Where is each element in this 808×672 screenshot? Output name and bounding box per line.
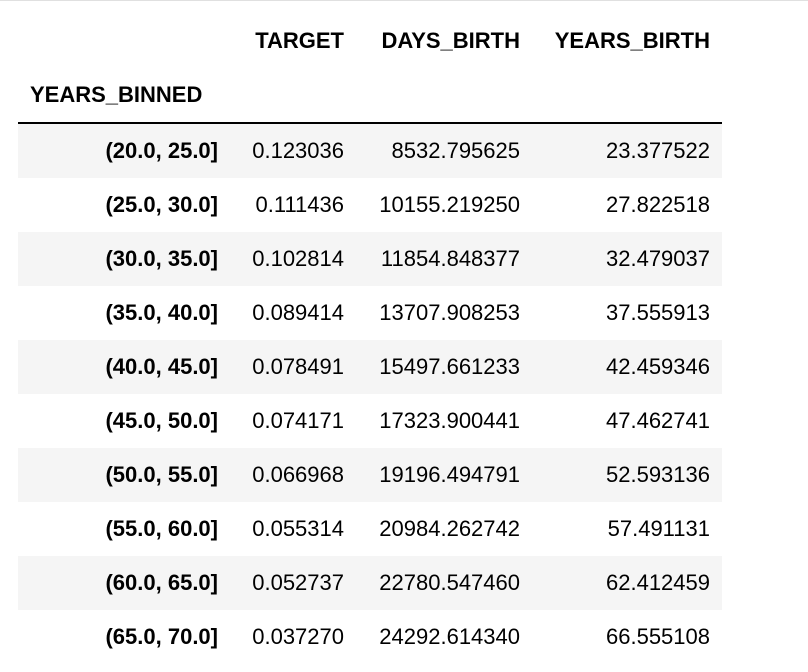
- index-name-blank-cell: [532, 68, 722, 123]
- cell-top-border: [0, 0, 808, 1]
- index-name-blank-cell: [230, 68, 356, 123]
- table-row: (35.0, 40.0] 0.089414 13707.908253 37.55…: [18, 286, 722, 340]
- cell-years-birth: 52.593136: [606, 462, 710, 487]
- cell-target: 0.066968: [252, 462, 344, 487]
- row-index-label: (20.0, 25.0]: [105, 138, 218, 163]
- cell-days-birth: 22780.547460: [379, 570, 520, 595]
- table-row: (55.0, 60.0] 0.055314 20984.262742 57.49…: [18, 502, 722, 556]
- column-header-blank: [18, 14, 230, 68]
- cell-target: 0.078491: [252, 354, 344, 379]
- index-name-header: YEARS_BINNED: [30, 82, 203, 107]
- cell-years-birth: 32.479037: [606, 246, 710, 271]
- table-row: (60.0, 65.0] 0.052737 22780.547460 62.41…: [18, 556, 722, 610]
- table-row: (45.0, 50.0] 0.074171 17323.900441 47.46…: [18, 394, 722, 448]
- row-index-label: (35.0, 40.0]: [105, 300, 218, 325]
- cell-days-birth: 11854.848377: [380, 246, 520, 271]
- cell-years-birth: 66.555108: [606, 624, 710, 649]
- table-body: (20.0, 25.0] 0.123036 8532.795625 23.377…: [18, 123, 722, 664]
- cell-target: 0.089414: [252, 300, 344, 325]
- row-index-label: (60.0, 65.0]: [105, 570, 218, 595]
- cell-days-birth: 13707.908253: [379, 300, 520, 325]
- cell-target: 0.055314: [252, 516, 344, 541]
- cell-target: 0.102814: [252, 246, 344, 271]
- cell-days-birth: 24292.614340: [379, 624, 520, 649]
- row-index-label: (65.0, 70.0]: [105, 624, 218, 649]
- cell-days-birth: 15497.661233: [379, 354, 520, 379]
- row-index-label: (40.0, 45.0]: [105, 354, 218, 379]
- cell-years-birth: 42.459346: [606, 354, 710, 379]
- cell-years-birth: 47.462741: [606, 408, 710, 433]
- index-name-row: YEARS_BINNED: [18, 68, 722, 123]
- cell-days-birth: 19196.494791: [379, 462, 520, 487]
- table-row: (20.0, 25.0] 0.123036 8532.795625 23.377…: [18, 123, 722, 178]
- column-header-row: TARGET DAYS_BIRTH YEARS_BIRTH: [18, 14, 722, 68]
- table-row: (30.0, 35.0] 0.102814 11854.848377 32.47…: [18, 232, 722, 286]
- table-header: TARGET DAYS_BIRTH YEARS_BIRTH YEARS_BINN…: [18, 14, 722, 123]
- cell-years-birth: 62.412459: [606, 570, 710, 595]
- table-row: (25.0, 30.0] 0.111436 10155.219250 27.82…: [18, 178, 722, 232]
- cell-target: 0.123036: [252, 138, 344, 163]
- cell-years-birth: 23.377522: [606, 138, 710, 163]
- cell-days-birth: 17323.900441: [379, 408, 520, 433]
- cell-days-birth: 10155.219250: [379, 192, 520, 217]
- cell-target: 0.052737: [252, 570, 344, 595]
- cell-days-birth: 20984.262742: [379, 516, 520, 541]
- table-row: (50.0, 55.0] 0.066968 19196.494791 52.59…: [18, 448, 722, 502]
- table-row: (40.0, 45.0] 0.078491 15497.661233 42.45…: [18, 340, 722, 394]
- row-index-label: (45.0, 50.0]: [105, 408, 218, 433]
- cell-years-birth: 37.555913: [606, 300, 710, 325]
- column-header-target: TARGET: [255, 28, 344, 53]
- row-index-label: (25.0, 30.0]: [105, 192, 218, 217]
- cell-days-birth: 8532.795625: [391, 138, 520, 163]
- dataframe-table: TARGET DAYS_BIRTH YEARS_BIRTH YEARS_BINN…: [18, 14, 722, 664]
- table-row: (65.0, 70.0] 0.037270 24292.614340 66.55…: [18, 610, 722, 664]
- cell-years-birth: 27.822518: [606, 192, 710, 217]
- index-name-blank-cell: [356, 68, 532, 123]
- cell-target: 0.074171: [252, 408, 344, 433]
- row-index-label: (30.0, 35.0]: [105, 246, 218, 271]
- cell-years-birth: 57.491131: [607, 516, 710, 541]
- row-index-label: (50.0, 55.0]: [105, 462, 218, 487]
- column-header-days-birth: DAYS_BIRTH: [381, 28, 520, 53]
- cell-target: 0.111436: [255, 192, 345, 217]
- column-header-years-birth: YEARS_BIRTH: [554, 28, 710, 53]
- row-index-label: (55.0, 60.0]: [105, 516, 218, 541]
- cell-target: 0.037270: [252, 624, 344, 649]
